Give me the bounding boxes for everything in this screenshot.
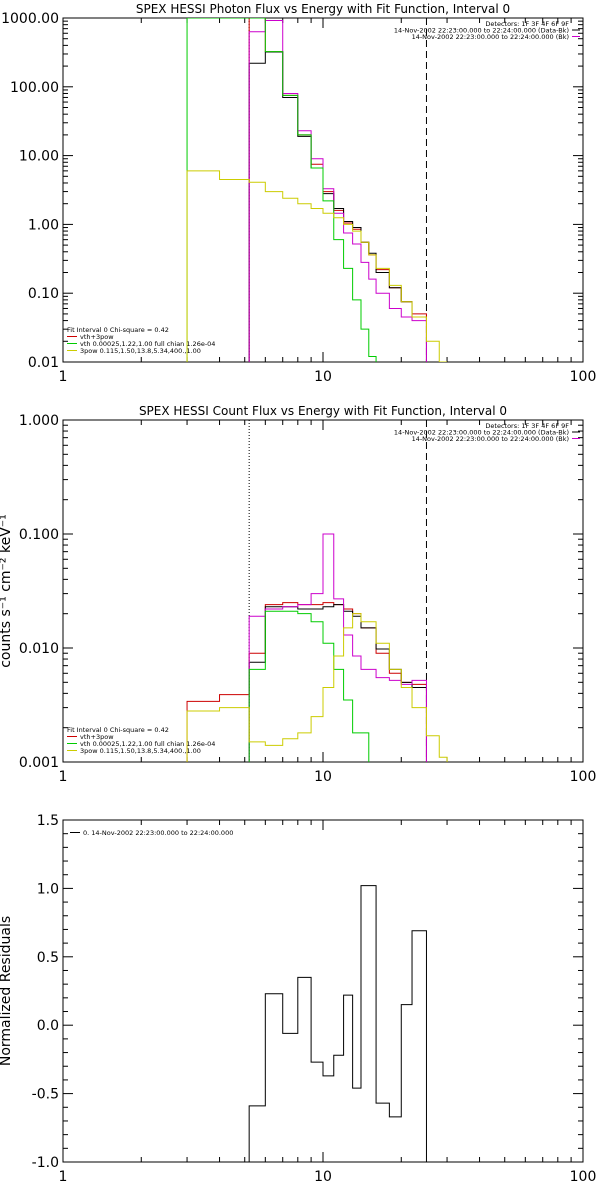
- legend-top-entry: 14-Nov-2002 22:23:00.000 to 22:24:00.000…: [412, 33, 569, 41]
- series-histogram-2: [248, 533, 427, 762]
- chart-title: SPEX HESSI Count Flux vs Energy with Fit…: [139, 404, 507, 418]
- legend-top-entry: 14-Nov-2002 22:23:00.000 to 22:24:00.000…: [412, 435, 569, 443]
- legend-top-entry: 14-Nov-2002 22:23:00.000 to 22:24:00.000…: [394, 27, 569, 35]
- y-tick-label: 1.0: [37, 881, 59, 897]
- legend-entry: 3pow 0.115,1.50,13.8,5.34,400.,1.00: [80, 747, 201, 755]
- plot-area: [248, 885, 427, 1162]
- y-tick-label: 0.0: [37, 1018, 59, 1034]
- legend-entry: vth+3pow: [80, 733, 114, 741]
- legend-top-entry: Detectors: 1F 3F 4F 6F 9F: [485, 422, 569, 430]
- series-histogram-3: [248, 610, 370, 762]
- series-histogram-2: [248, 19, 427, 362]
- y-tick-label: 1.00: [28, 217, 59, 233]
- y-tick-label: 10.00: [19, 149, 59, 165]
- chart-panel-0: SPEX HESSI Photon Flux vs Energy with Fi…: [1, 2, 596, 385]
- y-tick-label: -1.0: [32, 1155, 59, 1171]
- y-tick-label: 0.001: [19, 755, 59, 771]
- y-tick-label: 1.5: [37, 813, 59, 829]
- chart-title: SPEX HESSI Photon Flux vs Energy with Fi…: [136, 2, 510, 16]
- y-axis-label: counts s⁻¹ cm⁻² keV⁻¹: [0, 514, 14, 668]
- y-tick-label: 0.010: [19, 641, 59, 657]
- legend-entry: Fit Interval 0 Chi-square = 0.42: [67, 726, 169, 734]
- y-tick-label: 0.5: [37, 950, 59, 966]
- y-tick-label: 0.01: [28, 355, 59, 371]
- x-tick-label: 1: [59, 1169, 68, 1185]
- series-histogram-1: [248, 604, 427, 762]
- y-tick-label: 100.00: [10, 80, 59, 96]
- series-histogram-0: [248, 885, 427, 1162]
- y-tick-label: 0.100: [19, 527, 59, 543]
- x-tick-label: 10: [314, 769, 332, 785]
- x-tick-label: 100: [570, 1169, 597, 1185]
- x-tick-label: 100: [570, 369, 597, 385]
- chart-panel-2: Normalized Residuals 1 10 100 -1.0 -0.5 0.0 0.5…: [0, 813, 596, 1185]
- y-tick-label: 0.10: [28, 286, 59, 302]
- series-histogram-4: [186, 613, 448, 762]
- x-tick-label: 1: [59, 369, 68, 385]
- x-tick-label: 100: [570, 769, 597, 785]
- series-histogram-1: [248, 51, 427, 362]
- plot-area: [186, 420, 448, 762]
- legend-entry: vth+3pow: [80, 333, 114, 341]
- series-histogram-0: [186, 602, 427, 762]
- chart-panel-1: SPEX HESSI Count Flux vs Energy with Fit…: [0, 404, 596, 785]
- y-tick-label: -0.5: [32, 1087, 59, 1103]
- legend-entry: vth 0.00025,1.22,1.00 full chian 1.26e-0…: [80, 740, 215, 748]
- x-tick-label: 10: [314, 1169, 332, 1185]
- y-axis-label: Normalized Residuals: [0, 916, 14, 1066]
- plot-frame: [62, 819, 584, 1163]
- legend-top-entry: Detectors: 1F 3F 4F 6F 9F: [485, 20, 569, 28]
- legend-entry: 0. 14-Nov-2002 22:23:00.000 to 22:24:00.…: [83, 829, 233, 837]
- legend-top-entry: 14-Nov-2002 22:23:00.000 to 22:24:00.000…: [394, 429, 569, 437]
- legend-entry: Fit Interval 0 Chi-square = 0.42: [67, 326, 169, 334]
- x-tick-label: 10: [314, 369, 332, 385]
- y-tick-label: 1.000: [19, 413, 59, 429]
- series-histogram-0: [248, 18, 427, 362]
- legend-entry: vth 0.00025,1.22,1.00 full chian 1.26e-0…: [80, 340, 215, 348]
- y-tick-label: 1000.00: [1, 11, 59, 27]
- legend-entry: 3pow 0.115,1.50,13.8,5.34,400.,1.00: [80, 347, 201, 355]
- series-histogram-3: [186, 18, 377, 362]
- x-tick-label: 1: [59, 769, 68, 785]
- plot-area: [186, 18, 448, 362]
- series-histogram-4: [186, 170, 448, 362]
